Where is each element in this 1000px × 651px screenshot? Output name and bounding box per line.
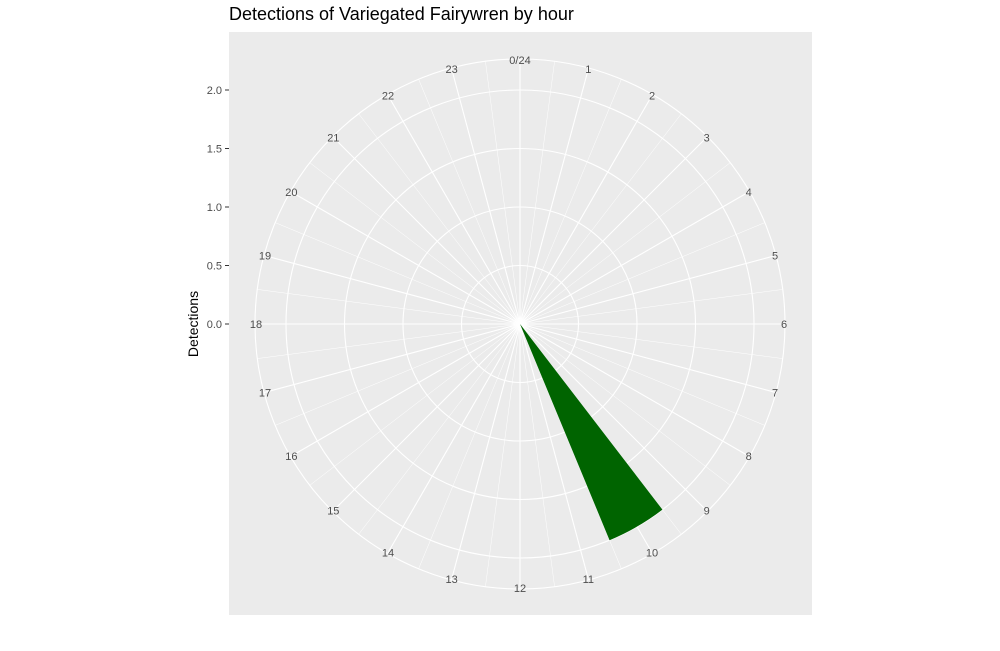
hour-label: 2 xyxy=(649,90,655,102)
hour-label: 15 xyxy=(327,506,339,518)
y-tick-label: 0.0 xyxy=(207,319,222,331)
grid-spoke-minor xyxy=(309,162,521,325)
grid-spoke-minor xyxy=(519,323,783,359)
hour-label: 7 xyxy=(772,387,778,399)
grid-spoke-major xyxy=(263,323,521,394)
hour-label: 18 xyxy=(250,319,262,331)
hour-label: 8 xyxy=(746,451,752,463)
grid-spoke-minor xyxy=(519,323,731,486)
hour-label: 23 xyxy=(446,64,458,76)
chart-title: Detections of Variegated Fairywren by ho… xyxy=(229,4,574,24)
hour-label: 13 xyxy=(446,574,458,586)
grid-spoke-minor xyxy=(257,323,521,359)
bar-hour-10 xyxy=(520,324,663,541)
hour-label: 6 xyxy=(781,319,787,331)
grid-spoke-major xyxy=(519,94,653,325)
hour-label: 12 xyxy=(514,583,526,595)
y-axis-title: Detections xyxy=(185,291,201,357)
grid-spoke-minor xyxy=(519,289,783,325)
hour-label: 1 xyxy=(585,64,591,76)
grid-spoke-minor xyxy=(309,323,521,486)
grid-spoke-minor xyxy=(418,323,521,569)
grid-spoke-minor xyxy=(358,113,521,325)
grid-spoke-minor xyxy=(519,61,555,325)
hour-label: 19 xyxy=(259,251,271,263)
grid-spoke-minor xyxy=(519,323,765,426)
hour-label: 11 xyxy=(583,574,594,586)
grid-spoke-minor xyxy=(275,323,521,426)
grid-spoke-minor xyxy=(418,79,521,325)
grid-spoke-major xyxy=(519,323,708,512)
grid-spoke-major xyxy=(519,323,777,394)
grid-spoke-major xyxy=(519,323,750,457)
hour-tick-labels: 0/24123456789101112131415161718192021222… xyxy=(250,55,787,595)
grid-spoke-major xyxy=(519,254,777,325)
hour-label: 3 xyxy=(704,132,710,144)
hour-label: 4 xyxy=(746,187,752,199)
bars xyxy=(520,324,663,541)
grid-spoke-minor xyxy=(257,289,521,325)
y-tick-label: 2.0 xyxy=(207,85,222,97)
polar-grid xyxy=(254,58,786,590)
hour-label: 0/24 xyxy=(509,55,530,67)
hour-label: 10 xyxy=(646,548,658,560)
grid-spoke-major xyxy=(387,94,521,325)
hour-label: 14 xyxy=(382,548,394,560)
grid-spoke-minor xyxy=(519,222,765,325)
grid-spoke-major xyxy=(332,136,521,325)
hour-label: 20 xyxy=(285,187,297,199)
grid-spoke-major xyxy=(263,254,521,325)
grid-spoke-major xyxy=(290,323,521,457)
grid-spoke-major xyxy=(519,323,590,581)
hour-label: 5 xyxy=(772,251,778,263)
grid-spoke-major xyxy=(332,323,521,512)
grid-spoke-minor xyxy=(275,222,521,325)
grid-spoke-minor xyxy=(519,323,555,587)
y-axis: 0.0 0.5 1.0 1.5 2.0 xyxy=(207,85,229,331)
grid-spoke-minor xyxy=(519,113,682,325)
grid-spoke-major xyxy=(450,323,521,581)
y-tick-label: 1.0 xyxy=(207,202,222,214)
grid-spoke-minor xyxy=(519,162,731,325)
hour-label: 21 xyxy=(327,132,339,144)
grid-spoke-major xyxy=(387,323,521,554)
y-tick-label: 0.5 xyxy=(207,261,222,273)
grid-spoke-major xyxy=(519,136,708,325)
hour-label: 9 xyxy=(704,506,710,518)
grid-spoke-major xyxy=(519,67,590,325)
grid-spoke-major xyxy=(450,67,521,325)
grid-spoke-minor xyxy=(358,323,521,535)
grid-spoke-major xyxy=(290,191,521,325)
grid-spoke-minor xyxy=(485,323,521,587)
hour-label: 17 xyxy=(259,387,271,399)
grid-spoke-minor xyxy=(485,61,521,325)
grid-spoke-major xyxy=(519,191,750,325)
y-tick-label: 1.5 xyxy=(207,144,222,156)
hour-label: 22 xyxy=(382,90,394,102)
grid-spoke-minor xyxy=(519,79,622,325)
hour-label: 16 xyxy=(285,451,297,463)
